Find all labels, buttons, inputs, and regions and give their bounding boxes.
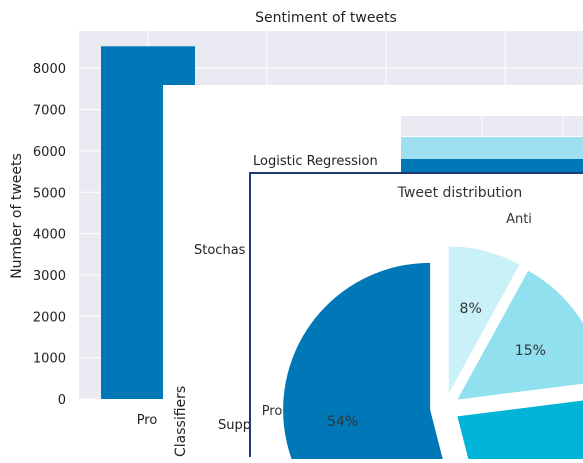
pie-slice-anti xyxy=(448,246,520,394)
pie-slice-pro xyxy=(283,262,444,463)
pie-title: Tweet distribution xyxy=(397,185,523,201)
classifier-label-support: Supp xyxy=(218,418,251,433)
y-tick-label: 4000 xyxy=(33,228,66,243)
y-tick-label: 5000 xyxy=(33,186,66,201)
classifiers-chart: Logistic Regression Stochas Supp Classif… xyxy=(173,116,583,457)
classifier-bar-light xyxy=(401,137,583,159)
y-tick-label: 8000 xyxy=(33,62,66,77)
y-axis-label: Number of tweets xyxy=(9,153,25,279)
y-tick-label: 3000 xyxy=(33,269,66,284)
pie-pct-label: 54% xyxy=(327,414,358,430)
classifier-label-logistic: Logistic Regression xyxy=(253,154,378,169)
y-tick-label: 1000 xyxy=(33,352,66,367)
classifier-plot-area xyxy=(401,116,583,136)
y-tick-label: 2000 xyxy=(33,310,66,325)
y-tick-label: 0 xyxy=(58,393,66,408)
pie-slices xyxy=(283,246,583,463)
y-tick-label: 6000 xyxy=(33,145,66,160)
pie-percent-labels: 54%23%15%8% xyxy=(327,301,546,463)
tweet-distribution-window: Tweet distribution 54%23%15%8% Anti Pro xyxy=(249,172,583,463)
pie-label-pro: Pro xyxy=(262,404,283,419)
tweet-distribution-pie: Tweet distribution 54%23%15%8% Anti Pro xyxy=(262,185,583,463)
y-tick-label: 7000 xyxy=(33,104,66,119)
classifier-axis-label: Classifiers xyxy=(173,386,189,457)
x-tick-label-pro: Pro xyxy=(137,413,158,428)
chart-title: Sentiment of tweets xyxy=(255,10,397,26)
pie-label-anti: Anti xyxy=(506,212,532,227)
pie-pct-label: 15% xyxy=(515,343,546,359)
pie-slice-news xyxy=(457,400,583,463)
pie-pct-label: 8% xyxy=(460,301,482,317)
classifier-bar-dark xyxy=(401,159,583,173)
pie-slice-neutral xyxy=(457,270,583,400)
classifier-label-stochastic: Stochas xyxy=(194,243,246,258)
y-tick-labels: 0 1000 2000 3000 4000 5000 6000 7000 8000 xyxy=(33,62,66,408)
